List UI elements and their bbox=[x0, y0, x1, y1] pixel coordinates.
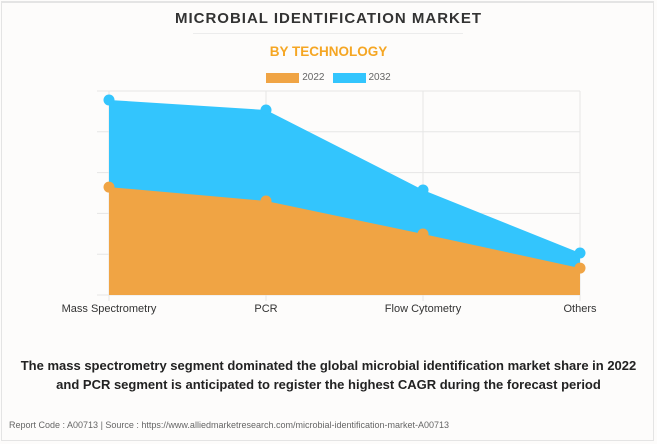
legend-label-2022: 2022 bbox=[302, 72, 325, 83]
legend-swatch-2032 bbox=[332, 72, 366, 83]
legend: 2022 2032 bbox=[0, 72, 657, 83]
legend-swatch-2022 bbox=[266, 72, 300, 83]
x-tick-label: Flow Cytometry bbox=[385, 303, 462, 315]
chart-title: MICROBIAL IDENTIFICATION MARKET bbox=[174, 10, 483, 27]
data-point-2032 bbox=[574, 247, 586, 259]
area-series-2022 bbox=[109, 187, 580, 295]
data-point-2022 bbox=[260, 195, 272, 207]
legend-item-2032[interactable]: 2032 bbox=[332, 72, 391, 83]
data-points bbox=[103, 94, 586, 274]
x-tick-label: Mass Spectrometry bbox=[62, 303, 157, 315]
x-axis-labels: Mass Spectrometry PCR Flow Cytometry Others bbox=[62, 303, 597, 315]
data-point-2032 bbox=[103, 94, 115, 106]
data-point-2032 bbox=[417, 184, 429, 196]
data-point-2032 bbox=[260, 104, 272, 116]
chart-subtitle: BY TECHNOLOGY bbox=[269, 44, 388, 59]
chart-caption: The mass spectrometry segment dominated … bbox=[20, 358, 637, 392]
data-point-2022 bbox=[417, 228, 429, 240]
source-footer: Report Code : A00713 | Source : https://… bbox=[9, 420, 450, 430]
data-point-2022 bbox=[574, 262, 586, 274]
series-areas bbox=[109, 99, 580, 295]
legend-label-2032: 2032 bbox=[368, 72, 391, 83]
area-chart: Mass Spectrometry PCR Flow Cytometry Others bbox=[62, 90, 597, 315]
x-tick-label: Others bbox=[563, 303, 597, 315]
x-tick-label: PCR bbox=[254, 303, 277, 315]
legend-item-2022[interactable]: 2022 bbox=[266, 72, 325, 83]
title-divider bbox=[193, 33, 463, 34]
data-point-2022 bbox=[103, 181, 115, 193]
